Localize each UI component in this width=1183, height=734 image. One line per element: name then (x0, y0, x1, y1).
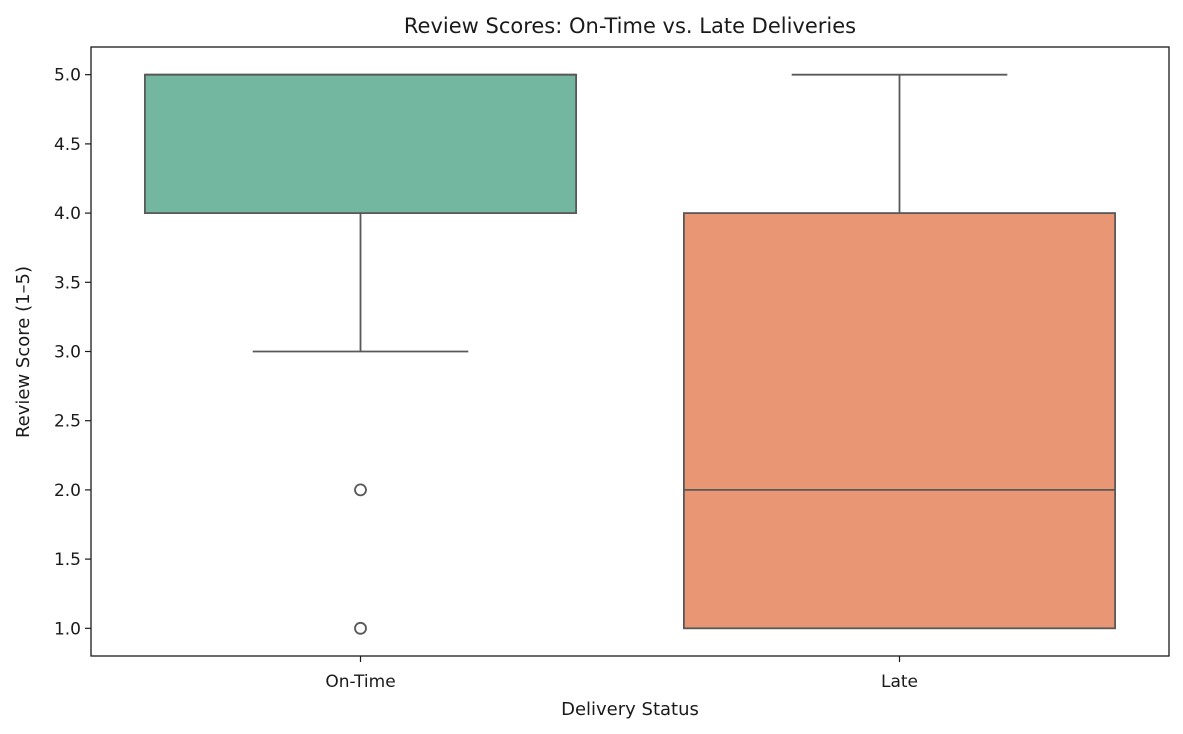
y-axis-label: Review Score (1–5) (13, 266, 34, 438)
y-tick-label: 1.5 (54, 550, 81, 570)
y-tick-label: 5.0 (54, 66, 81, 86)
y-axis: 1.0 1.5 2.0 2.5 3.0 3.5 4.0 4.5 5.0 (54, 66, 91, 639)
y-tick-label: 4.0 (54, 204, 81, 224)
chart-title: Review Scores: On-Time vs. Late Deliveri… (404, 14, 856, 38)
y-tick-label: 3.0 (54, 343, 81, 363)
boxes-layer (143, 73, 1117, 635)
outlier-point (354, 621, 367, 635)
y-tick-label: 4.5 (54, 135, 81, 155)
y-tick-label: 3.5 (54, 273, 81, 293)
plot-frame (90, 46, 1170, 657)
y-tick-label: 1.0 (54, 619, 81, 639)
y-tick-label: 2.5 (54, 412, 81, 432)
box-group-late (683, 73, 1117, 630)
iqr-box (143, 73, 578, 214)
iqr-box (683, 212, 1117, 630)
y-tick-label: 2.0 (54, 481, 81, 501)
x-axis-label: Delivery Status (561, 699, 699, 720)
box-group-on-time (143, 73, 578, 635)
outlier-point (354, 483, 367, 497)
x-axis: On-Time Late (325, 656, 918, 692)
x-tick-label: On-Time (325, 672, 395, 692)
x-tick-label: Late (881, 672, 918, 692)
